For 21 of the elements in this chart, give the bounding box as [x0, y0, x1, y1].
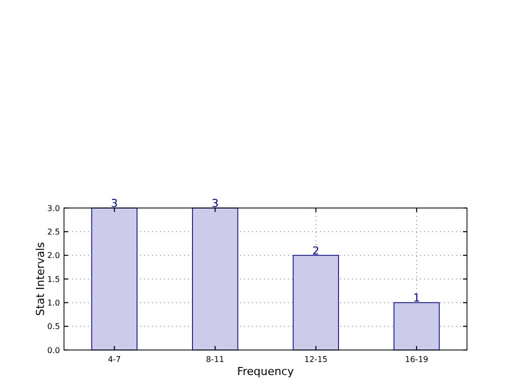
- y-tick-label: 1.5: [47, 274, 60, 284]
- data-label: 3: [212, 197, 219, 210]
- x-tick-label: 16-19: [405, 355, 428, 364]
- y-tick-label: 2.0: [47, 251, 60, 260]
- x-tick-label: 12-15: [304, 355, 328, 364]
- y-tick-label: 2.5: [47, 227, 60, 236]
- y-tick-label: 1.0: [47, 298, 60, 308]
- y-tick-label: 3.0: [47, 204, 60, 213]
- bar: [292, 254, 339, 350]
- x-tick-label: 8-11: [206, 355, 224, 364]
- data-label: 3: [110, 197, 118, 210]
- bar: [394, 302, 440, 350]
- y-tick-label: 0.0: [47, 346, 60, 355]
- data-label: 1: [413, 292, 420, 305]
- bar: [91, 208, 138, 350]
- data-label: 2: [312, 244, 320, 258]
- bar: [192, 208, 238, 350]
- y-tick-label: 0.5: [47, 322, 60, 332]
- y-axis-title: Stat Intervals: [34, 242, 47, 316]
- x-tick-label: 4-7: [108, 355, 121, 364]
- x-axis-title: Frequency: [237, 365, 294, 378]
